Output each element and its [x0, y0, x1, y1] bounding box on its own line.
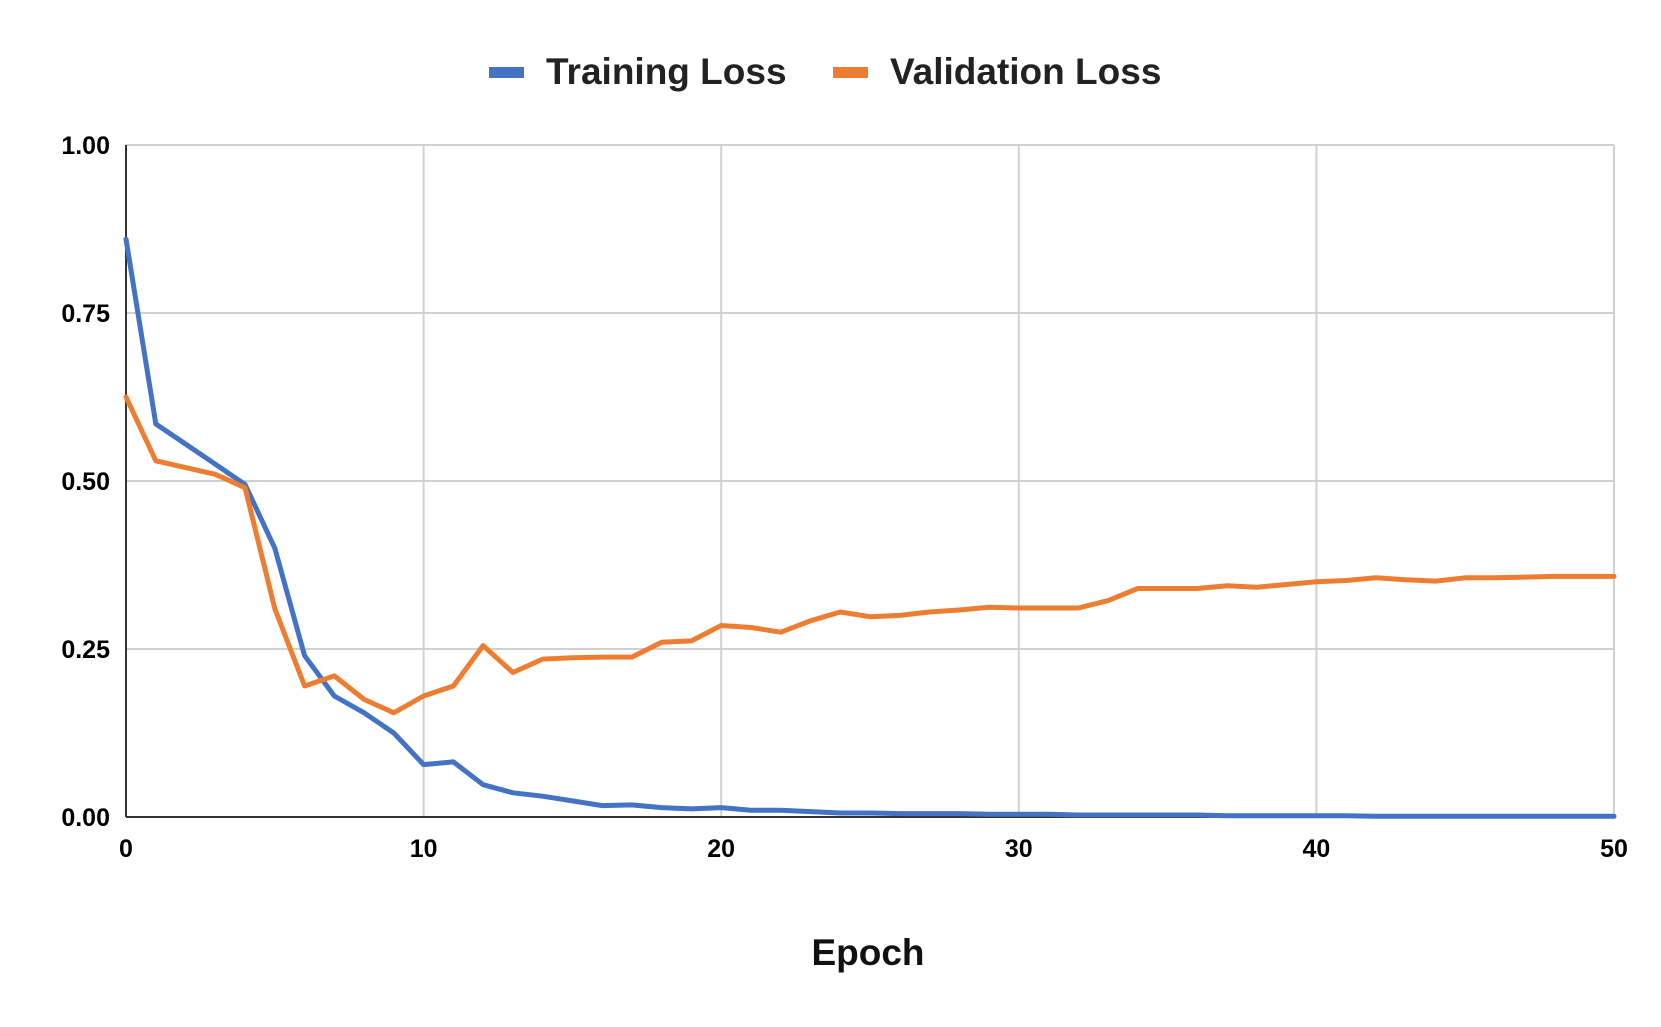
gridlines — [126, 144, 1615, 818]
legend: Training Loss Validation Loss — [489, 51, 1161, 92]
series-line-training-loss — [123, 236, 1617, 819]
y-tick-label: 0.00 — [61, 804, 110, 832]
x-tick-label: 20 — [707, 835, 735, 863]
x-tick-label: 10 — [410, 835, 438, 863]
legend-label-validation-loss: Validation Loss — [890, 51, 1161, 92]
legend-swatch-training-loss — [489, 67, 524, 78]
y-tick-label: 0.25 — [61, 636, 110, 664]
y-axis-tick-labels: 0.00 0.25 0.50 0.75 1.00 — [61, 132, 110, 832]
y-tick-label: 1.00 — [61, 132, 110, 160]
series-lines — [123, 236, 1617, 819]
x-axis-title: Epoch — [811, 932, 924, 973]
x-tick-label: 30 — [1005, 835, 1033, 863]
legend-label-training-loss: Training Loss — [546, 51, 787, 92]
y-tick-label: 0.75 — [61, 300, 110, 328]
x-tick-label: 40 — [1302, 835, 1330, 863]
x-axis-tick-labels: 0 10 20 30 40 50 — [119, 835, 1628, 863]
x-tick-label: 50 — [1600, 835, 1628, 863]
y-tick-label: 0.50 — [61, 468, 110, 496]
x-tick-label: 0 — [119, 835, 133, 863]
legend-swatch-validation-loss — [833, 67, 868, 78]
series-line-validation-loss — [123, 394, 1617, 716]
